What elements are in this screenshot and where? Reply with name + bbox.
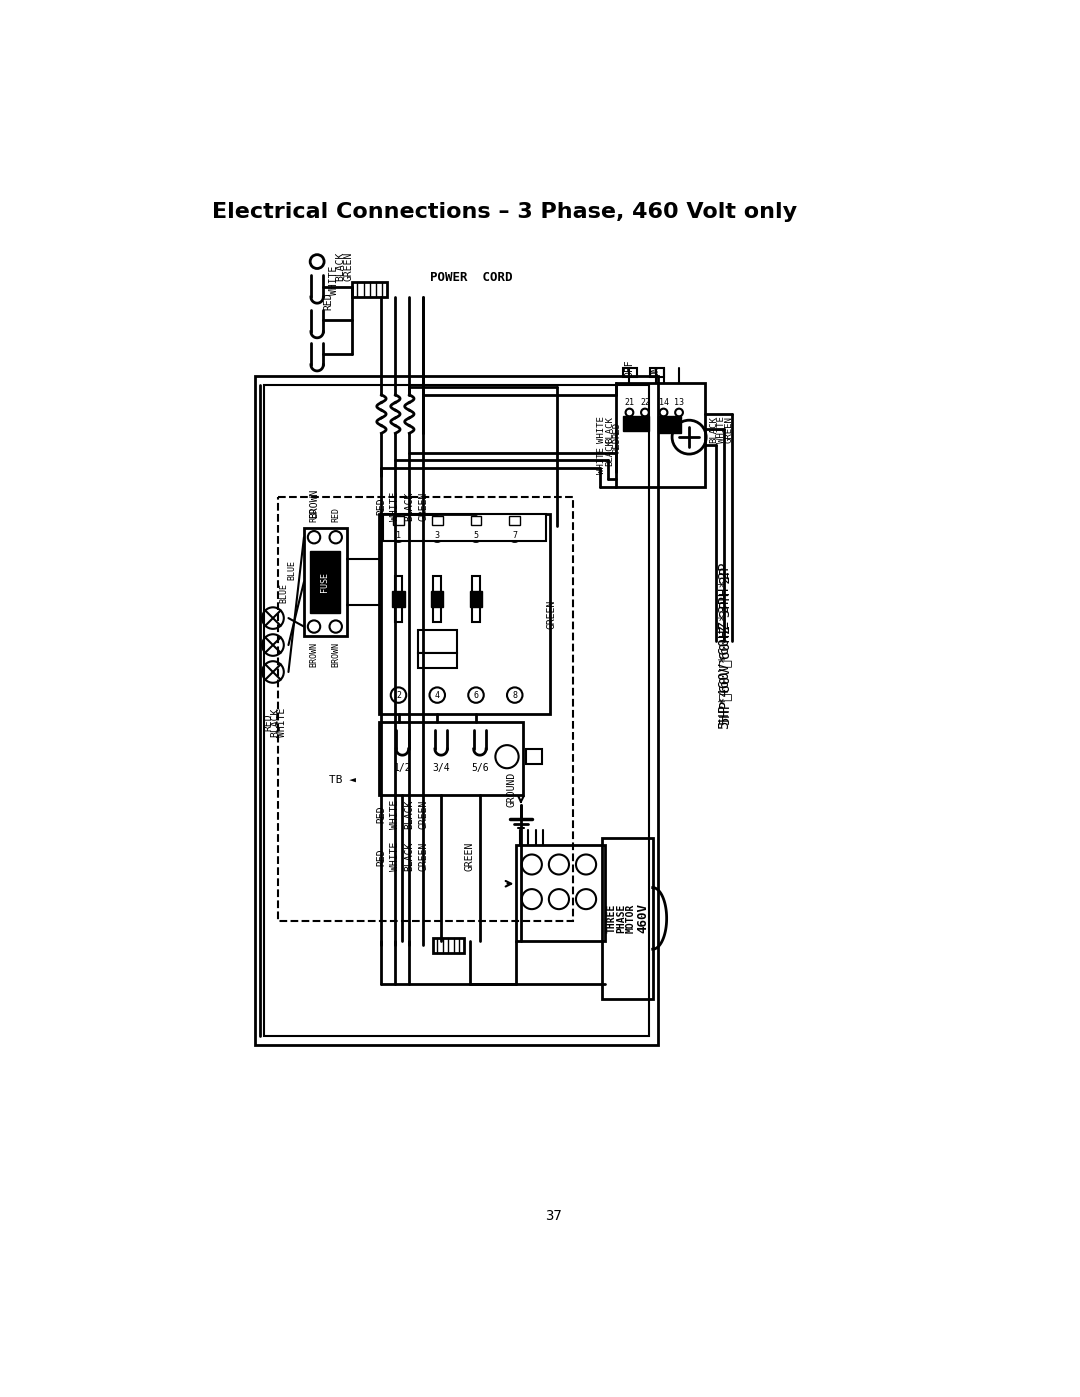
Text: RED: RED — [377, 848, 387, 866]
Bar — [431, 591, 444, 606]
Text: BLACK: BLACK — [404, 492, 415, 521]
Bar — [470, 591, 482, 606]
Text: WHITE: WHITE — [278, 707, 287, 736]
Bar — [616, 383, 704, 488]
Text: Electrical Connections – 3 Phase, 460 Volt only: Electrical Connections – 3 Phase, 460 Vo… — [213, 203, 798, 222]
Text: BLUE: BLUE — [287, 560, 296, 580]
Text: POWER  CORD: POWER CORD — [430, 271, 512, 284]
Text: BROWN: BROWN — [309, 489, 320, 518]
Bar — [623, 415, 649, 432]
Bar — [379, 722, 523, 795]
Bar — [471, 515, 482, 525]
Text: BLACK: BLACK — [605, 416, 613, 443]
Text: 460V: 460V — [636, 904, 649, 933]
Text: RED: RED — [264, 714, 273, 731]
Text: GREEN: GREEN — [343, 251, 353, 281]
Text: GREEN: GREEN — [418, 842, 429, 872]
Bar — [658, 415, 681, 433]
Text: RED: RED — [323, 292, 333, 310]
Bar — [352, 282, 387, 298]
Bar — [303, 528, 347, 636]
Bar — [383, 514, 545, 541]
Text: MOTOR: MOTOR — [625, 904, 635, 933]
Text: WHITE: WHITE — [597, 447, 606, 474]
Text: 5: 5 — [473, 531, 478, 541]
Text: WHITE: WHITE — [390, 842, 401, 872]
Bar — [623, 367, 637, 377]
Text: GREEN: GREEN — [546, 599, 557, 629]
Bar — [649, 367, 663, 377]
Text: GREEN: GREEN — [418, 492, 429, 521]
Bar — [433, 937, 464, 953]
Bar — [393, 515, 404, 525]
Text: OFF: OFF — [624, 359, 634, 377]
Bar — [516, 845, 606, 942]
Bar — [603, 838, 652, 999]
Text: BROWN: BROWN — [332, 643, 340, 666]
Text: 7: 7 — [512, 531, 517, 541]
Bar — [279, 497, 572, 921]
Text: 8: 8 — [512, 690, 517, 700]
Text: RED: RED — [332, 507, 340, 522]
Text: BLACK: BLACK — [605, 439, 613, 467]
Bar — [433, 576, 441, 622]
Text: BLACK: BLACK — [404, 842, 415, 872]
Bar — [394, 576, 403, 622]
Bar — [379, 514, 550, 714]
Bar — [432, 515, 443, 525]
Text: WHITE: WHITE — [717, 416, 726, 443]
Bar — [526, 749, 542, 764]
Text: RED: RED — [377, 497, 387, 515]
Bar — [392, 591, 405, 606]
Text: 5/6: 5/6 — [471, 763, 488, 774]
Text: ON: ON — [651, 366, 661, 377]
Text: 1: 1 — [396, 531, 401, 541]
Text: 13: 13 — [674, 398, 684, 407]
Text: BLACK: BLACK — [270, 707, 281, 736]
Bar — [510, 515, 521, 525]
Text: 1/2: 1/2 — [393, 763, 411, 774]
Text: BLACK: BLACK — [336, 251, 346, 281]
Text: 6: 6 — [473, 690, 478, 700]
Text: TB ◄: TB ◄ — [329, 775, 356, 785]
Text: GREEN: GREEN — [464, 842, 475, 872]
Text: 2: 2 — [396, 690, 401, 700]
Text: FUSE: FUSE — [321, 571, 329, 592]
Text: 5HP*460V*60HZ*3PH*2P: 5HP*460V*60HZ*3PH*2P — [717, 562, 731, 729]
Text: BROWN: BROWN — [310, 643, 319, 666]
Bar — [418, 630, 457, 652]
Text: WHITE: WHITE — [390, 799, 401, 830]
Bar — [265, 384, 649, 1037]
Text: 5HP⁄60V⁄60HZ−3PH−2P: 5HP⁄60V⁄60HZ−3PH−2P — [717, 566, 731, 725]
Bar — [418, 652, 457, 668]
Text: PHASE: PHASE — [616, 904, 626, 933]
Text: GREEN: GREEN — [725, 416, 734, 443]
Text: BLUE: BLUE — [280, 584, 288, 604]
Text: WHITE: WHITE — [390, 492, 401, 521]
Text: RED: RED — [377, 806, 387, 823]
Text: 14: 14 — [659, 398, 669, 407]
Text: RED: RED — [310, 507, 319, 522]
Text: 3: 3 — [435, 531, 440, 541]
Text: WHITE: WHITE — [329, 265, 339, 295]
Text: BLACK: BLACK — [404, 799, 415, 830]
Bar — [310, 550, 340, 613]
Text: GROUND: GROUND — [507, 773, 516, 807]
Bar — [472, 576, 480, 622]
Text: 22: 22 — [640, 398, 650, 407]
Text: GREEN: GREEN — [418, 799, 429, 830]
Text: BLACK: BLACK — [710, 416, 718, 443]
Text: WHITE: WHITE — [597, 416, 606, 443]
Text: THREE: THREE — [607, 904, 617, 933]
Bar — [255, 376, 658, 1045]
Text: 4: 4 — [435, 690, 440, 700]
Text: RED: RED — [612, 437, 622, 453]
Text: 21: 21 — [624, 398, 634, 407]
Text: 37: 37 — [545, 1210, 562, 1224]
Text: RED: RED — [612, 422, 622, 437]
Text: 3/4: 3/4 — [432, 763, 450, 774]
